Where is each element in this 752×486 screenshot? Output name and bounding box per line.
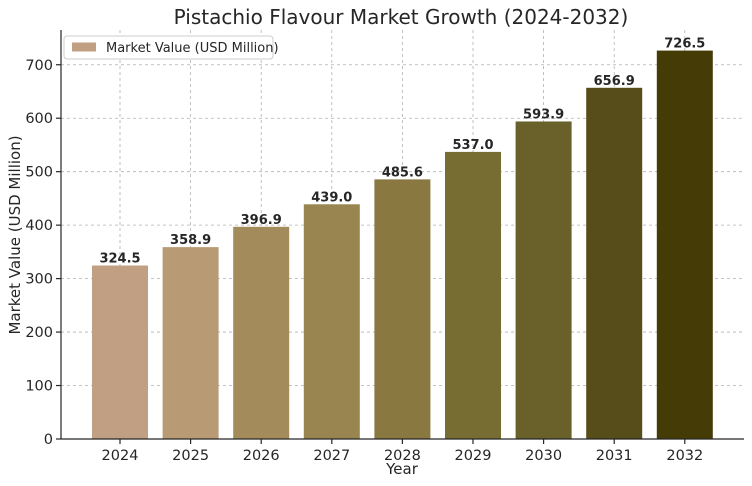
data-label-2026: 396.9 (241, 213, 282, 228)
y-tick-label: 300 (25, 272, 53, 288)
y-tick-label: 100 (25, 379, 53, 395)
bar-2029 (445, 151, 501, 439)
data-label-2030: 593.9 (523, 107, 564, 122)
x-axis-ticks: 2024 2025 2026 2027 2028 2029 2030 2031 2032 (102, 439, 703, 464)
bar-2026 (233, 226, 290, 439)
bar-2027 (303, 204, 360, 439)
y-axis-label: Market Value (USD Million) (6, 135, 24, 334)
data-label-2028: 485.6 (382, 165, 423, 180)
bar-2031 (586, 87, 643, 439)
y-tick-label: 400 (25, 218, 53, 234)
bar-2028 (374, 179, 431, 440)
data-labels: 324.5 358.9 396.9 439.0 485.6 537.0 593.9 656.9… (99, 37, 705, 267)
chart-title: Pistachio Flavour Market Growth (2024-20… (174, 5, 629, 29)
x-tick-label: 2024 (102, 448, 139, 464)
legend: Market Value (USD Million) (63, 35, 279, 60)
data-label-2031: 656.9 (594, 74, 635, 89)
data-label-2025: 358.9 (170, 233, 211, 248)
bar-2024 (92, 265, 148, 439)
data-label-2027: 439.0 (311, 190, 352, 205)
x-tick-label: 2026 (243, 448, 280, 464)
bar-2025 (162, 247, 219, 439)
y-tick-label: 200 (25, 325, 53, 341)
y-tick-label: 500 (25, 165, 53, 181)
legend-box (63, 35, 274, 60)
y-tick-label: 0 (44, 432, 53, 448)
x-tick-label: 2029 (455, 448, 492, 464)
legend-swatch (72, 42, 96, 52)
y-tick-label: 700 (25, 58, 53, 74)
x-tick-label: 2030 (525, 448, 562, 464)
x-tick-label: 2031 (596, 448, 633, 464)
data-label-2024: 324.5 (99, 252, 140, 267)
x-axis-label: Year (385, 460, 419, 478)
bar-2030 (515, 121, 572, 439)
bars (92, 50, 713, 440)
data-label-2032: 726.5 (664, 37, 705, 52)
x-tick-label: 2027 (313, 448, 350, 464)
x-tick-label: 2025 (172, 448, 209, 464)
x-tick-label: 2028 (384, 448, 421, 464)
data-label-2029: 537.0 (452, 138, 493, 153)
y-axis-ticks: 0 100 200 300 400 500 600 700 (25, 58, 61, 448)
legend-label: Market Value (USD Million) (106, 41, 279, 56)
y-tick-label: 600 (25, 111, 53, 127)
x-tick-label: 2032 (666, 448, 703, 464)
bar-2032 (656, 50, 713, 440)
